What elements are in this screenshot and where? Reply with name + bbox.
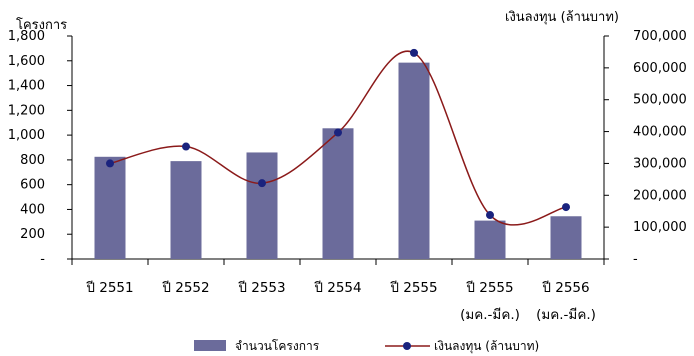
- left-tick-label: 1,000: [8, 128, 45, 143]
- left-tick-label: 800: [20, 153, 45, 168]
- x-category-label: (มค.-มีค.): [536, 307, 596, 323]
- right-tick-label: 200,000: [633, 188, 687, 203]
- left-tick-label: 1,600: [8, 54, 45, 69]
- x-category-label: ปี 2555: [390, 280, 438, 296]
- right-axis-title: เงินลงทุน (ล้านบาท): [505, 10, 619, 25]
- line-point: [106, 159, 114, 168]
- right-tick-label: 600,000: [633, 61, 687, 76]
- x-category-label: ปี 2552: [162, 280, 210, 296]
- left-tick-label: 400: [20, 202, 45, 217]
- legend-line-label: เงินลงทุน (ล้านบาท): [434, 339, 539, 354]
- left-tick-label: 600: [20, 178, 45, 193]
- line-point: [334, 128, 342, 137]
- right-tick-label: 100,000: [633, 220, 687, 235]
- line-point: [410, 48, 418, 57]
- line-point: [486, 211, 494, 220]
- x-category-label: ปี 2555: [466, 280, 514, 296]
- legend-bar-swatch: [194, 340, 226, 351]
- x-category-label: (มค.-มีค.): [460, 307, 520, 323]
- bar: [170, 161, 202, 259]
- x-category-label: ปี 2551: [86, 280, 134, 296]
- right-tick-label: 500,000: [633, 93, 687, 108]
- left-tick-label: -: [40, 252, 45, 267]
- right-tick-label: 400,000: [633, 125, 687, 140]
- right-tick-label: -: [633, 252, 638, 267]
- x-category-label: ปี 2554: [314, 280, 362, 296]
- legend-bar-label: จำนวนโครงการ: [235, 339, 320, 353]
- left-tick-label: 1,400: [8, 79, 45, 94]
- bar: [322, 128, 354, 259]
- bar: [246, 152, 278, 259]
- line-point: [182, 142, 190, 151]
- bar: [474, 220, 506, 259]
- left-axis-title: โครงการ: [16, 17, 67, 33]
- bar: [398, 62, 430, 260]
- legend-line-marker: [403, 342, 411, 350]
- left-tick-label: 1,800: [8, 29, 45, 44]
- right-tick-label: 300,000: [633, 156, 687, 171]
- bar: [550, 216, 582, 259]
- x-category-label: ปี 2553: [238, 280, 286, 296]
- x-category-label: ปี 2556: [542, 280, 590, 296]
- bar: [94, 156, 126, 259]
- line-point: [562, 203, 570, 212]
- left-tick-label: 1,200: [8, 103, 45, 118]
- right-tick-label: 700,000: [633, 29, 687, 44]
- left-tick-label: 200: [20, 227, 45, 242]
- line-point: [258, 179, 266, 188]
